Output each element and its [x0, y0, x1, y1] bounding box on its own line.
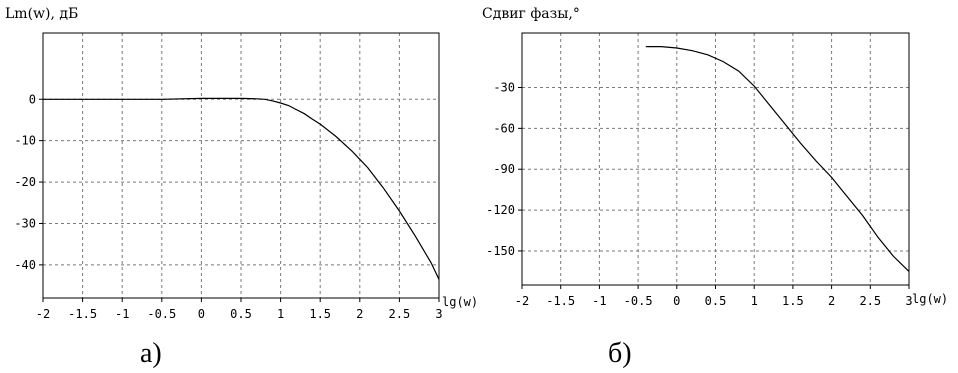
y-tick-label: -10 [14, 134, 36, 148]
y-tick-label: -150 [486, 244, 515, 258]
x-tick-label: 3 [435, 307, 442, 321]
x-tick-label: -1 [115, 307, 129, 321]
y-tick-label: -90 [493, 162, 515, 176]
x-tick-label: 0.5 [705, 294, 727, 308]
x-tick-label: 0 [673, 294, 680, 308]
x-tick-label: 3 [905, 294, 912, 308]
x-tick-label: -1.5 [68, 307, 97, 321]
x-tick-label: 2 [356, 307, 363, 321]
y-tick-label: 0 [29, 92, 36, 106]
x-tick-label: -0.5 [624, 294, 653, 308]
chart-title: Lm(w), дБ [5, 6, 78, 22]
x-tick-label: 2.5 [389, 307, 411, 321]
x-tick-label: 2 [828, 294, 835, 308]
amplitude-chart: -2 -1.5 -1 -0.5 0 0.5 1 1.5 2 2.5 3 0 -10 -20 -30 -40 L… [5, 6, 478, 369]
chart-caption: б) [608, 338, 632, 369]
x-tick-label: 1.5 [782, 294, 804, 308]
series-line [43, 97, 440, 280]
x-axis-label: lg(w) [442, 295, 478, 309]
x-tick-label: -2 [515, 294, 529, 308]
x-tick-label: 0 [198, 307, 205, 321]
x-tick-label: 2.5 [859, 294, 881, 308]
y-tick-label: -30 [493, 80, 515, 94]
x-tick-label: 1 [751, 294, 758, 308]
y-tick-label: -30 [14, 216, 36, 230]
y-tick-label: -40 [14, 258, 36, 272]
y-tick-label: -20 [14, 175, 36, 189]
chart-caption: а) [140, 338, 162, 369]
x-axis-label: lg(w) [912, 292, 948, 306]
x-tick-label: 1.5 [309, 307, 331, 321]
x-tick-label: 0.5 [230, 307, 252, 321]
phase-chart: -2 -1.5 -1 -0.5 0 0.5 1 1.5 2 2.5 3 -30 -60 -90 -120 -1… [482, 6, 948, 369]
y-tick-label: -120 [486, 203, 515, 217]
series-line [645, 46, 910, 272]
x-tick-label: -2 [36, 307, 50, 321]
chart-title: Сдвиг фазы,° [482, 6, 580, 22]
x-tick-label: 1 [277, 307, 284, 321]
x-tick-label: -1 [592, 294, 606, 308]
y-tick-label: -60 [493, 121, 515, 135]
x-tick-label: -1.5 [546, 294, 575, 308]
x-tick-label: -0.5 [147, 307, 176, 321]
